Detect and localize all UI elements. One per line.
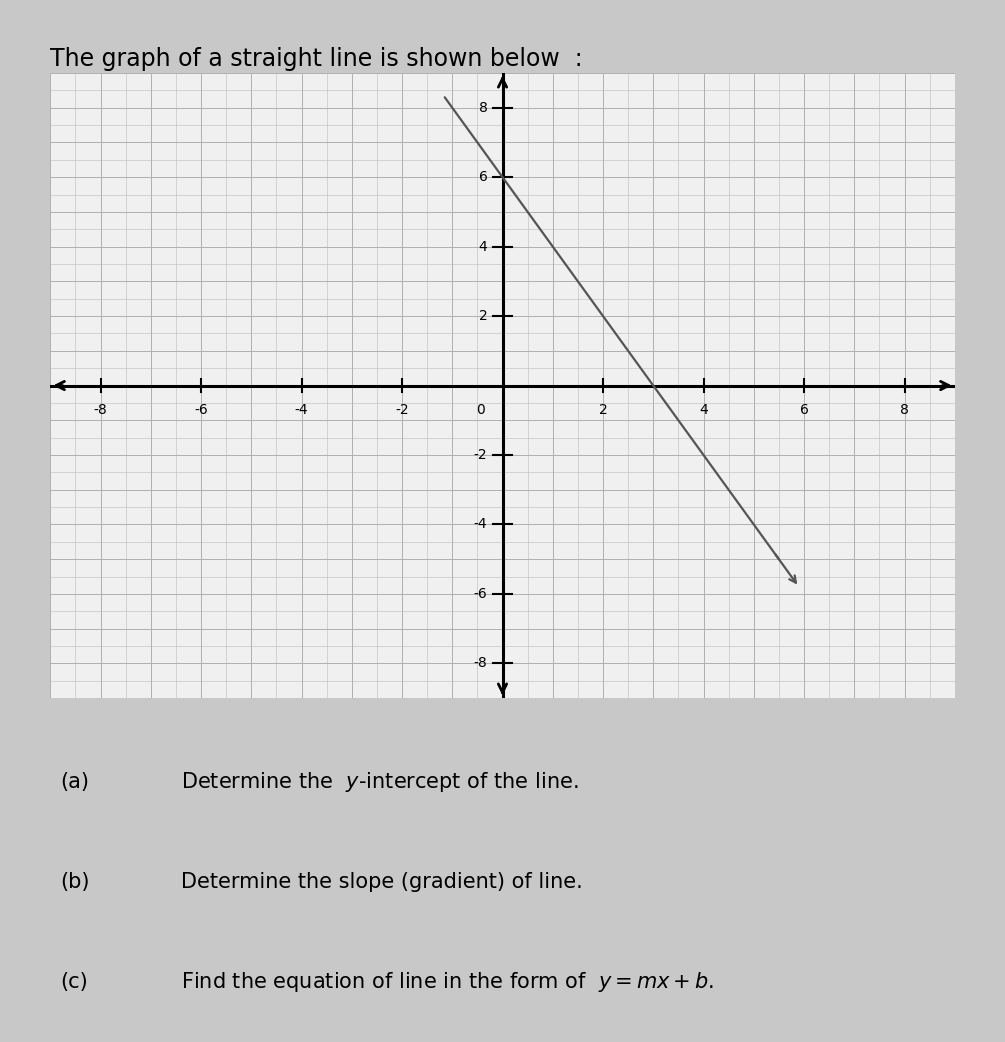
Text: 8: 8 <box>900 403 909 417</box>
Text: The graph of a straight line is shown below  :: The graph of a straight line is shown be… <box>50 47 583 71</box>
Text: 4: 4 <box>478 240 487 253</box>
Text: -2: -2 <box>473 448 487 462</box>
Text: -2: -2 <box>395 403 409 417</box>
Text: 6: 6 <box>800 403 808 417</box>
Text: 2: 2 <box>599 403 607 417</box>
Text: -6: -6 <box>473 587 487 601</box>
Text: 2: 2 <box>478 309 487 323</box>
Text: -4: -4 <box>294 403 309 417</box>
Text: -8: -8 <box>93 403 108 417</box>
Text: 0: 0 <box>476 403 485 417</box>
Text: 6: 6 <box>478 170 487 184</box>
Text: -8: -8 <box>473 656 487 670</box>
Text: 4: 4 <box>699 403 708 417</box>
Text: 8: 8 <box>478 101 487 115</box>
Text: -4: -4 <box>473 518 487 531</box>
Text: Determine the slope (gradient) of line.: Determine the slope (gradient) of line. <box>181 872 583 892</box>
Text: Find the equation of line in the form of  $y = mx + b$.: Find the equation of line in the form of… <box>181 970 715 994</box>
Text: (b): (b) <box>60 872 89 892</box>
Text: (a): (a) <box>60 772 89 792</box>
Text: Determine the  $y$-intercept of the line.: Determine the $y$-intercept of the line. <box>181 770 579 794</box>
Text: -6: -6 <box>194 403 208 417</box>
Text: (c): (c) <box>60 972 88 992</box>
